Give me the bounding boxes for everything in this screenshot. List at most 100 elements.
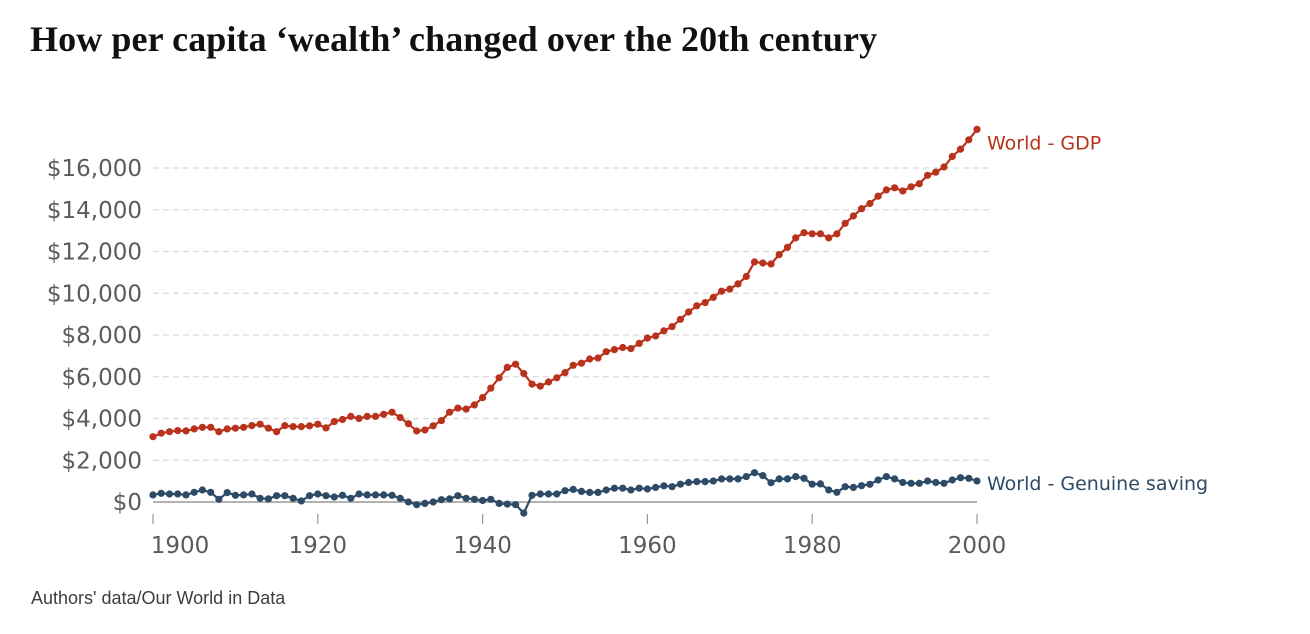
data-point[interactable] bbox=[454, 404, 462, 412]
data-point[interactable] bbox=[182, 427, 190, 435]
data-point[interactable] bbox=[165, 428, 174, 436]
data-point[interactable] bbox=[767, 260, 775, 268]
data-point[interactable] bbox=[536, 382, 544, 390]
data-point[interactable] bbox=[701, 478, 709, 486]
data-point[interactable] bbox=[470, 401, 478, 409]
data-point[interactable] bbox=[380, 410, 388, 418]
data-point[interactable] bbox=[627, 345, 635, 353]
data-point[interactable] bbox=[948, 152, 956, 161]
data-point[interactable] bbox=[306, 422, 314, 430]
data-point[interactable] bbox=[956, 474, 965, 482]
data-point[interactable] bbox=[215, 428, 223, 436]
data-point[interactable] bbox=[297, 423, 305, 431]
data-point[interactable] bbox=[561, 487, 569, 495]
data-point[interactable] bbox=[347, 412, 355, 420]
data-point[interactable] bbox=[866, 480, 874, 488]
data-point[interactable] bbox=[586, 355, 594, 363]
data-point[interactable] bbox=[816, 230, 825, 238]
data-point[interactable] bbox=[907, 479, 915, 487]
data-point[interactable] bbox=[371, 491, 380, 499]
data-point[interactable] bbox=[338, 415, 347, 424]
data-point[interactable] bbox=[775, 475, 783, 483]
data-point[interactable] bbox=[808, 230, 816, 238]
data-point[interactable] bbox=[289, 494, 297, 502]
data-point[interactable] bbox=[891, 475, 899, 483]
data-point[interactable] bbox=[231, 491, 239, 499]
data-point[interactable] bbox=[487, 495, 495, 503]
data-point[interactable] bbox=[544, 490, 553, 498]
data-point[interactable] bbox=[602, 486, 610, 494]
data-point[interactable] bbox=[413, 501, 421, 509]
data-point[interactable] bbox=[273, 492, 281, 500]
data-point[interactable] bbox=[207, 423, 215, 431]
data-point[interactable] bbox=[306, 492, 314, 500]
data-point[interactable] bbox=[503, 363, 511, 371]
data-point[interactable] bbox=[676, 480, 685, 488]
data-point[interactable] bbox=[248, 422, 256, 430]
data-point[interactable] bbox=[726, 285, 734, 293]
data-point[interactable] bbox=[759, 472, 767, 480]
data-point[interactable] bbox=[174, 427, 182, 435]
data-point[interactable] bbox=[685, 308, 693, 316]
data-point[interactable] bbox=[709, 477, 717, 485]
data-point[interactable] bbox=[816, 480, 825, 488]
data-point[interactable] bbox=[577, 487, 586, 495]
data-point[interactable] bbox=[248, 490, 256, 498]
data-point[interactable] bbox=[924, 171, 932, 179]
data-point[interactable] bbox=[149, 491, 157, 499]
data-point[interactable] bbox=[553, 374, 561, 382]
data-point[interactable] bbox=[421, 499, 429, 507]
data-point[interactable] bbox=[833, 230, 841, 238]
data-point[interactable] bbox=[231, 424, 239, 432]
data-point[interactable] bbox=[528, 491, 536, 499]
data-point[interactable] bbox=[635, 339, 643, 347]
data-point[interactable] bbox=[652, 483, 660, 491]
data-point[interactable] bbox=[676, 315, 685, 323]
data-point[interactable] bbox=[437, 496, 445, 504]
data-point[interactable] bbox=[668, 323, 676, 331]
data-point[interactable] bbox=[215, 495, 223, 503]
data-point[interactable] bbox=[841, 483, 849, 491]
data-point[interactable] bbox=[882, 473, 891, 481]
data-point[interactable] bbox=[437, 417, 445, 425]
data-point[interactable] bbox=[495, 374, 503, 382]
data-point[interactable] bbox=[157, 489, 165, 497]
data-point[interactable] bbox=[520, 509, 528, 517]
data-point[interactable] bbox=[825, 234, 833, 242]
data-point[interactable] bbox=[462, 405, 470, 413]
data-point[interactable] bbox=[833, 488, 841, 496]
data-point[interactable] bbox=[569, 485, 577, 493]
data-point[interactable] bbox=[223, 425, 231, 433]
data-point[interactable] bbox=[281, 422, 289, 430]
data-point[interactable] bbox=[792, 234, 800, 242]
data-point[interactable] bbox=[190, 488, 198, 496]
data-point[interactable] bbox=[734, 280, 742, 288]
data-point[interactable] bbox=[841, 219, 849, 227]
data-point[interactable] bbox=[948, 476, 956, 484]
data-point[interactable] bbox=[355, 490, 363, 498]
data-point[interactable] bbox=[652, 332, 660, 340]
data-point[interactable] bbox=[965, 136, 973, 144]
data-point[interactable] bbox=[800, 474, 808, 482]
data-point[interactable] bbox=[462, 494, 470, 502]
data-point[interactable] bbox=[165, 490, 174, 498]
data-point[interactable] bbox=[594, 354, 602, 362]
data-point[interactable] bbox=[479, 394, 487, 402]
data-point[interactable] bbox=[783, 475, 792, 483]
data-point[interactable] bbox=[182, 491, 190, 499]
data-point[interactable] bbox=[956, 145, 965, 153]
data-point[interactable] bbox=[734, 475, 742, 483]
data-point[interactable] bbox=[314, 420, 322, 428]
data-point[interactable] bbox=[660, 327, 668, 335]
data-point[interactable] bbox=[858, 205, 866, 213]
data-point[interactable] bbox=[792, 473, 800, 481]
data-point[interactable] bbox=[693, 478, 701, 486]
data-point[interactable] bbox=[610, 484, 619, 492]
data-point[interactable] bbox=[800, 229, 808, 237]
data-point[interactable] bbox=[355, 414, 363, 423]
data-point[interactable] bbox=[174, 490, 182, 498]
data-point[interactable] bbox=[932, 478, 940, 487]
data-point[interactable] bbox=[338, 491, 347, 499]
data-point[interactable] bbox=[701, 299, 709, 307]
data-point[interactable] bbox=[643, 485, 652, 493]
